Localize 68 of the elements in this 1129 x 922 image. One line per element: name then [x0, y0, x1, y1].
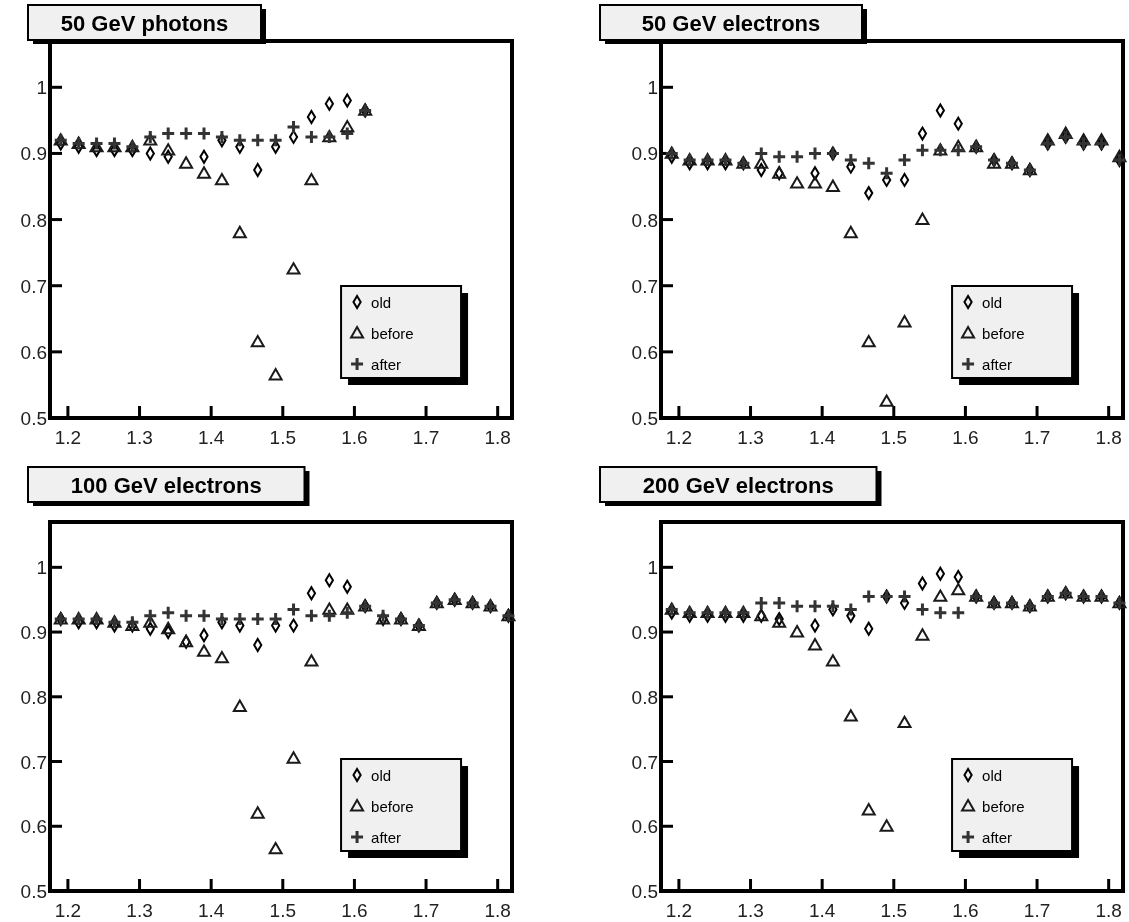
- x-tick-label: 1.3: [126, 900, 153, 921]
- legend-label: old: [982, 294, 1003, 311]
- x-tick-label: 1.8: [484, 427, 511, 448]
- x-tick-label: 1.3: [737, 427, 764, 448]
- y-tick-label: 0.7: [20, 275, 47, 297]
- x-tick-label: 1.4: [808, 900, 836, 921]
- x-tick-label: 1.6: [341, 900, 368, 921]
- chart-title: 50 GeV photons: [60, 11, 229, 36]
- x-tick-label: 1.6: [952, 427, 979, 448]
- y-tick-label: 0.8: [20, 686, 47, 708]
- x-tick-label: 1.5: [880, 900, 907, 921]
- x-tick-label: 1.4: [197, 900, 225, 921]
- x-tick-label: 1.3: [126, 427, 153, 448]
- y-tick-label: 0.6: [631, 341, 658, 363]
- x-tick-label: 1.2: [665, 427, 693, 448]
- legend-label: after: [982, 356, 1013, 373]
- y-tick-label: 0.8: [20, 209, 47, 231]
- x-tick-label: 1.5: [269, 900, 296, 921]
- y-tick-label: 0.5: [631, 408, 658, 429]
- x-tick-label: 1.8: [1095, 900, 1122, 921]
- legend-label: before: [982, 325, 1025, 342]
- y-tick-label: 0.8: [631, 686, 658, 708]
- x-tick-label: 1.2: [54, 900, 82, 921]
- chart-title: 50 GeV electrons: [641, 11, 821, 36]
- x-tick-label: 1.7: [412, 900, 440, 921]
- legend-label: after: [371, 356, 402, 373]
- y-tick-label: 0.9: [20, 143, 47, 165]
- y-tick-label: 0.8: [631, 209, 658, 231]
- x-tick-label: 1.2: [54, 427, 82, 448]
- x-tick-label: 1.8: [484, 900, 511, 921]
- legend-label: before: [982, 798, 1025, 815]
- x-tick-label: 1.4: [808, 427, 836, 448]
- x-tick-label: 1.7: [1023, 900, 1051, 921]
- x-tick-label: 1.6: [341, 427, 368, 448]
- y-tick-label: 1: [36, 557, 47, 579]
- x-tick-label: 1.2: [665, 900, 693, 921]
- chart-title: 200 GeV electrons: [642, 473, 834, 498]
- y-tick-label: 0.6: [20, 816, 47, 838]
- x-tick-label: 1.8: [1095, 427, 1122, 448]
- legend-label: old: [371, 767, 392, 784]
- y-tick-label: 0.6: [631, 816, 658, 838]
- y-tick-label: 1: [36, 77, 47, 99]
- legend-label: before: [371, 798, 414, 815]
- legend-label: old: [982, 767, 1003, 784]
- legend-label: before: [371, 325, 414, 342]
- y-tick-label: 1: [647, 77, 658, 99]
- y-tick-label: 0.5: [20, 881, 47, 902]
- y-tick-label: 0.5: [20, 408, 47, 429]
- x-tick-label: 1.3: [737, 900, 764, 921]
- y-tick-label: 0.7: [631, 275, 658, 297]
- y-tick-label: 0.7: [631, 751, 658, 773]
- x-tick-label: 1.7: [1023, 427, 1051, 448]
- y-tick-label: 0.9: [20, 622, 47, 644]
- y-tick-label: 0.7: [20, 751, 47, 773]
- legend-label: after: [982, 829, 1013, 846]
- x-tick-label: 1.4: [197, 427, 225, 448]
- y-tick-label: 0.9: [631, 622, 658, 644]
- legend-label: after: [371, 829, 402, 846]
- y-tick-label: 0.5: [631, 881, 658, 902]
- y-tick-label: 0.6: [20, 341, 47, 363]
- chart-title: 100 GeV electrons: [70, 473, 262, 498]
- x-tick-label: 1.5: [269, 427, 296, 448]
- x-tick-label: 1.6: [952, 900, 979, 921]
- y-tick-label: 0.9: [631, 143, 658, 165]
- legend-label: old: [371, 294, 392, 311]
- y-tick-label: 1: [647, 557, 658, 579]
- x-tick-label: 1.5: [880, 427, 907, 448]
- x-tick-label: 1.7: [412, 427, 440, 448]
